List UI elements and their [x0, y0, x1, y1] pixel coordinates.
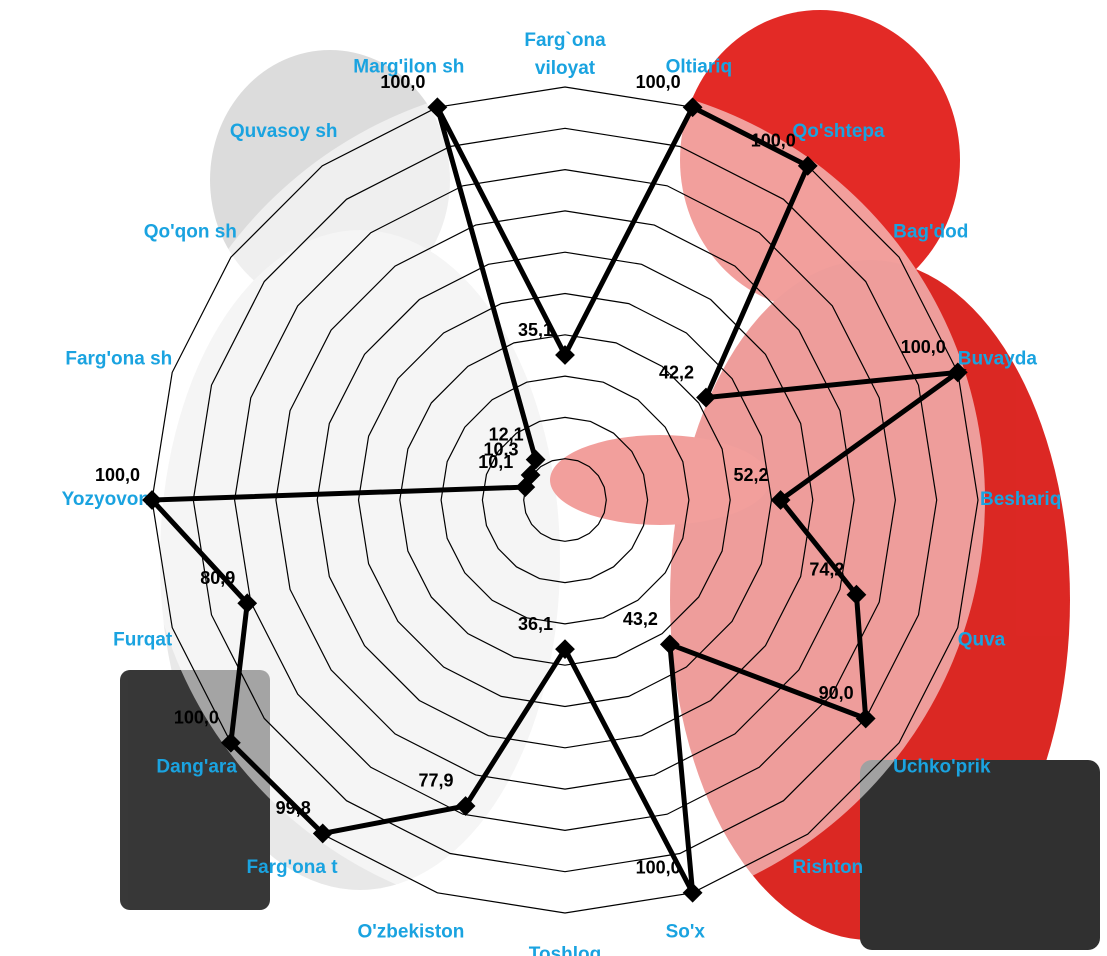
data-marker: [682, 882, 703, 903]
category-label: Qo'qon sh: [144, 222, 237, 243]
value-label: 42,2: [659, 362, 694, 382]
category-label: Oltiariq: [666, 56, 733, 77]
data-marker: [696, 387, 716, 408]
grid-ring: [151, 86, 979, 914]
value-label: 10,3: [484, 440, 519, 460]
data-marker: [427, 97, 448, 118]
value-label: 43,2: [623, 609, 658, 629]
category-label: Quva: [958, 630, 1006, 651]
category-label: Yozyovon: [62, 489, 150, 510]
grid-ring: [275, 210, 855, 790]
data-marker: [659, 634, 680, 655]
data-marker: [555, 345, 575, 365]
category-label: Toshloq: [529, 944, 601, 956]
value-label: 36,1: [518, 614, 553, 634]
category-label: Bag'dod: [893, 222, 968, 243]
category-label: Farg'ona sh: [65, 348, 172, 369]
category-label: Farg'ona t: [246, 857, 338, 878]
category-label: Uchko'prik: [893, 756, 991, 777]
category-label: So'x: [666, 922, 706, 943]
value-label: 100,0: [380, 72, 425, 92]
grid-ring: [316, 251, 814, 749]
data-marker: [770, 490, 791, 510]
value-label: 100,0: [636, 858, 681, 878]
data-marker: [846, 584, 867, 605]
grid-ring: [357, 292, 773, 708]
value-label: 100,0: [95, 465, 140, 485]
grid-ring: [440, 375, 690, 625]
grid-ring: [481, 416, 649, 584]
value-label: 99,8: [276, 798, 311, 818]
value-label: 100,0: [751, 131, 796, 151]
value-label: 100,0: [174, 708, 219, 728]
category-label: Farg`ona viloyat: [524, 30, 606, 79]
value-label: 12,1: [489, 424, 524, 444]
background-illustration: [120, 10, 1100, 950]
data-marker: [312, 823, 333, 844]
data-marker: [555, 639, 575, 659]
category-label: Buvayda: [958, 348, 1038, 369]
value-label: 10,1: [478, 452, 513, 472]
value-label: 35,1: [518, 320, 553, 340]
value-label: 74,2: [809, 559, 844, 579]
category-label: Rishton: [792, 857, 863, 878]
data-marker: [525, 449, 546, 470]
value-label: 90,0: [819, 683, 854, 703]
value-label: 52,2: [734, 465, 769, 485]
data-marker: [855, 708, 876, 729]
data-marker: [455, 796, 476, 816]
category-label: Quvasoy sh: [230, 121, 338, 142]
category-label: Beshariq: [980, 489, 1061, 510]
value-label: 100,0: [901, 337, 946, 357]
category-label: Furqat: [113, 630, 173, 651]
grid-ring: [399, 334, 731, 666]
value-label: 100,0: [636, 72, 681, 92]
category-label: O'zbekiston: [357, 922, 464, 943]
category-label: Dang'ara: [156, 756, 237, 777]
category-label: Marg'ilon sh: [353, 56, 464, 77]
grid-ring: [233, 168, 897, 832]
radar-plot: Farg`ona viloyat Oltiariq Qo'shtepa Bag'dod B…: [62, 30, 1062, 956]
value-label: 77,9: [419, 771, 454, 791]
category-label: Qo'shtepa: [792, 121, 885, 142]
data-marker: [142, 490, 162, 510]
value-label: 80,9: [200, 568, 235, 588]
grid-ring: [192, 127, 938, 873]
data-marker: [520, 465, 541, 485]
data-marker: [947, 362, 968, 383]
